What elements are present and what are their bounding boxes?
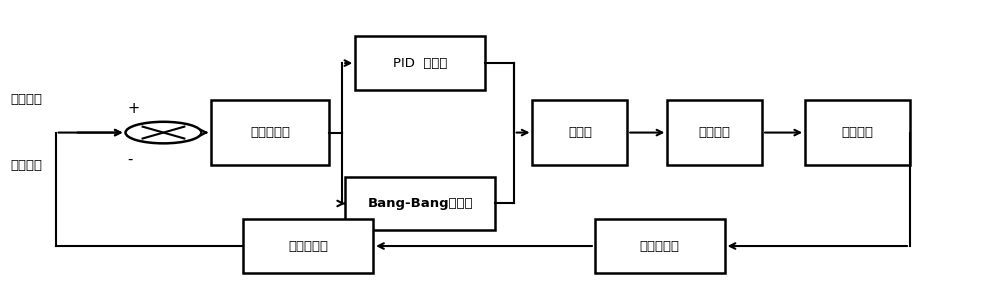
Bar (345, 176, 495, 230)
Bar (243, 219, 373, 273)
Bar (355, 36, 485, 90)
Text: 压力设定: 压力设定 (11, 93, 43, 107)
Text: 误差判断器: 误差判断器 (250, 126, 290, 139)
Bar (805, 100, 910, 165)
Bar (667, 100, 762, 165)
Text: Bang-Bang控制器: Bang-Bang控制器 (367, 197, 473, 210)
Bar (532, 100, 627, 165)
Text: 压力传感器: 压力传感器 (640, 239, 680, 253)
Text: 压力反馈: 压力反馈 (11, 159, 43, 172)
Text: +: + (128, 101, 140, 116)
Bar (595, 219, 725, 273)
Text: 变频器: 变频器 (568, 126, 592, 139)
Bar (211, 100, 329, 165)
Text: 压力变送器: 压力变送器 (288, 239, 328, 253)
Text: 供水管网: 供水管网 (842, 126, 874, 139)
Text: PID  控制器: PID 控制器 (393, 57, 447, 70)
Text: -: - (128, 152, 133, 167)
Text: 水泵电机: 水泵电机 (699, 126, 731, 139)
